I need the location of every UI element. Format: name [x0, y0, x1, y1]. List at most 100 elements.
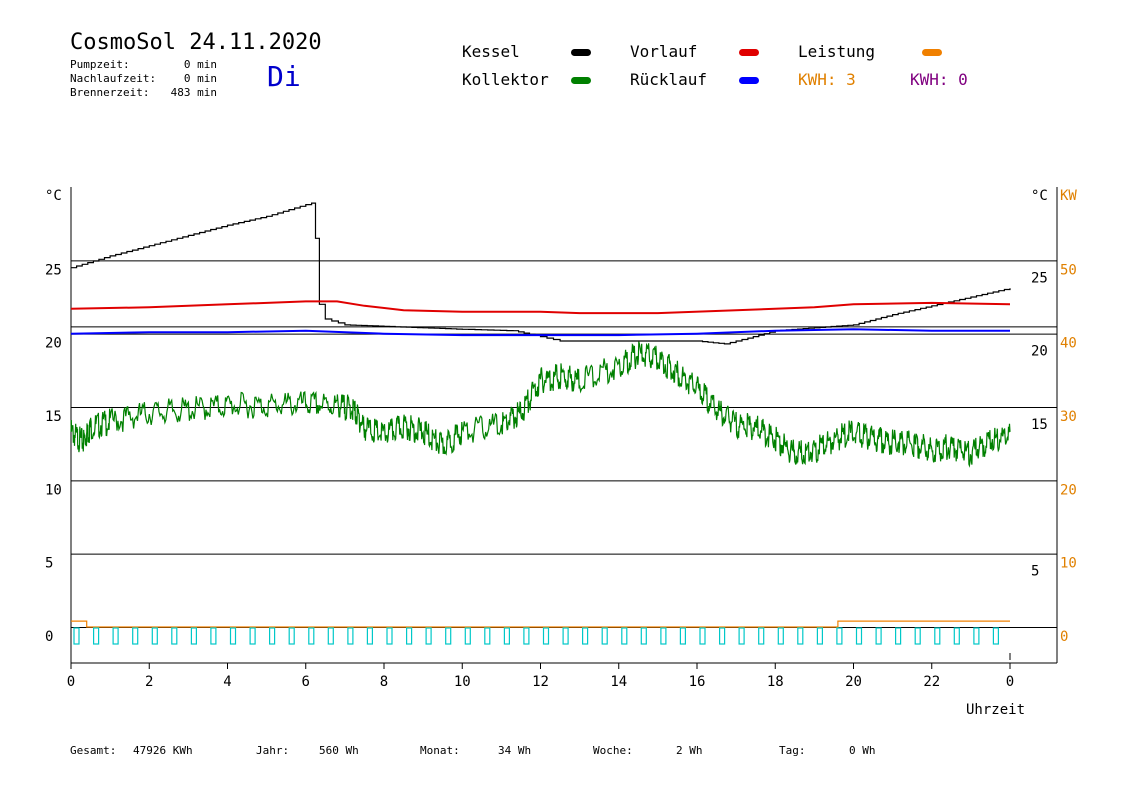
- pump-pulse: [425, 627, 432, 645]
- pump-pulse: [718, 627, 726, 645]
- y-right-temp-tick-label: 25: [1031, 270, 1048, 286]
- pump-pulse: [562, 627, 569, 645]
- pump-pulse: [249, 627, 256, 645]
- legend-ruecklauf-label: Rücklauf: [630, 70, 708, 89]
- y-right-power-tick-label: 20: [1060, 482, 1077, 498]
- footer-monat-label: Monat:: [420, 744, 460, 757]
- pump-pulse: [151, 627, 158, 645]
- legend-vorlauf-label: Vorlauf: [630, 42, 698, 61]
- pump-pulse: [210, 627, 217, 645]
- pump-pulse: [112, 627, 119, 645]
- x-tick-label: 16: [689, 674, 706, 690]
- footer-woche-value: 2 Wh: [676, 744, 703, 757]
- pump-pulse: [699, 627, 706, 645]
- pump-pulse: [581, 627, 589, 645]
- y-right-power-tick-label: 30: [1060, 409, 1077, 425]
- pump-pulse: [797, 627, 804, 645]
- series-kollektor: [70, 341, 1011, 468]
- legend-leistung-label: Leistung: [798, 42, 876, 61]
- y-left-unit: °C: [45, 188, 62, 204]
- pump-pulse: [777, 627, 784, 645]
- x-tick-label: 22: [923, 674, 940, 690]
- pump-pulse: [464, 627, 471, 645]
- pump-pulse: [190, 627, 197, 645]
- stat-brennerzeit-value: 483 min: [170, 86, 217, 99]
- y-right-power-tick-label: 50: [1060, 262, 1077, 278]
- pump-pulse: [914, 627, 921, 645]
- pump-pulse: [953, 627, 960, 645]
- x-tick-label: 10: [454, 674, 471, 690]
- pump-pulse: [738, 627, 745, 645]
- legend-ruecklauf-swatch: [739, 77, 759, 84]
- pump-pulse: [816, 627, 824, 645]
- x-tick-label: 20: [845, 674, 862, 690]
- y-left-tick-label: 10: [45, 482, 62, 498]
- legend-vorlauf-swatch: [739, 49, 759, 56]
- pump-pulse: [308, 627, 315, 645]
- pump-pulse: [640, 627, 647, 645]
- x-tick-label: 0: [67, 674, 75, 690]
- pump-pulse: [406, 627, 413, 645]
- x-tick-label: 12: [532, 674, 549, 690]
- y-right-temp-tick-label: 20: [1031, 344, 1048, 360]
- pump-pulse: [875, 627, 882, 645]
- pump-pulse: [601, 627, 608, 645]
- pump-pulse: [679, 627, 687, 645]
- pump-pulse: [992, 627, 1000, 645]
- footer-gesamt-value: 47926 KWh: [133, 744, 193, 757]
- series-ruecklauf: [70, 328, 1010, 337]
- pump-pulse: [445, 627, 452, 645]
- y-right-power-tick-label: 0: [1060, 629, 1068, 645]
- x-axis-title: Uhrzeit: [966, 702, 1025, 718]
- stat-pumpzeit-label: Pumpzeit:: [70, 58, 130, 71]
- series-leistung: [71, 620, 1010, 628]
- stat-nachlaufzeit-value: 0 min: [183, 72, 217, 85]
- pump-pulse: [894, 627, 902, 645]
- stat-brennerzeit-label: Brennerzeit:: [70, 86, 150, 99]
- y-right-power-unit: KW: [1060, 188, 1077, 204]
- pump-pulse: [660, 627, 667, 645]
- y-right-power-tick-label: 40: [1060, 336, 1077, 352]
- y-right-temp-tick-label: 5: [1031, 564, 1039, 580]
- kwh-burner-label: KWH: 0: [910, 70, 968, 89]
- y-left-tick-label: 0: [45, 629, 53, 645]
- pump-pulse: [288, 627, 295, 645]
- pump-pulse: [229, 627, 237, 645]
- footer-jahr-value: 560 Wh: [319, 744, 359, 757]
- pump-pulse: [542, 627, 550, 645]
- y-left-tick-label: 25: [45, 262, 62, 278]
- chart-title: CosmoSol 24.11.2020: [70, 30, 322, 55]
- legend-kollektor-label: Kollektor: [462, 70, 549, 89]
- footer-gesamt-label: Gesamt:: [70, 744, 117, 757]
- y-left-tick-label: 20: [45, 336, 62, 352]
- x-tick-label: 14: [610, 674, 627, 690]
- pump-pulse: [523, 627, 530, 645]
- y-left-tick-label: 5: [45, 556, 53, 572]
- pump-pulse: [366, 627, 373, 645]
- x-tick-label: 2: [145, 674, 153, 690]
- series-vorlauf: [70, 300, 1011, 315]
- pump-pulse: [758, 627, 765, 645]
- x-tick-label: 8: [380, 674, 388, 690]
- y-right-temp-unit: °C: [1031, 188, 1048, 204]
- pump-pulse: [171, 627, 178, 645]
- pump-pulse: [934, 627, 941, 645]
- pump-pulse: [836, 627, 843, 645]
- series-kessel: [71, 202, 1011, 345]
- y-right-power-tick-label: 10: [1060, 556, 1077, 572]
- pump-pulse: [484, 627, 491, 645]
- y-right-temp-tick-label: 15: [1031, 417, 1048, 433]
- y-left-tick-label: 15: [45, 409, 62, 425]
- footer-monat-value: 34 Wh: [498, 744, 532, 757]
- pump-pulse: [621, 627, 628, 645]
- legend-leistung-swatch: [922, 49, 942, 56]
- pump-pulse: [92, 627, 100, 645]
- legend-kessel-swatch: [571, 49, 591, 56]
- stat-nachlaufzeit-label: Nachlaufzeit:: [70, 72, 157, 85]
- x-tick-label: 18: [767, 674, 784, 690]
- weekday-label: Di: [267, 60, 301, 93]
- stat-pumpzeit-value: 0 min: [183, 58, 217, 71]
- x-tick-label: 4: [223, 674, 231, 690]
- pump-pulse: [347, 627, 354, 645]
